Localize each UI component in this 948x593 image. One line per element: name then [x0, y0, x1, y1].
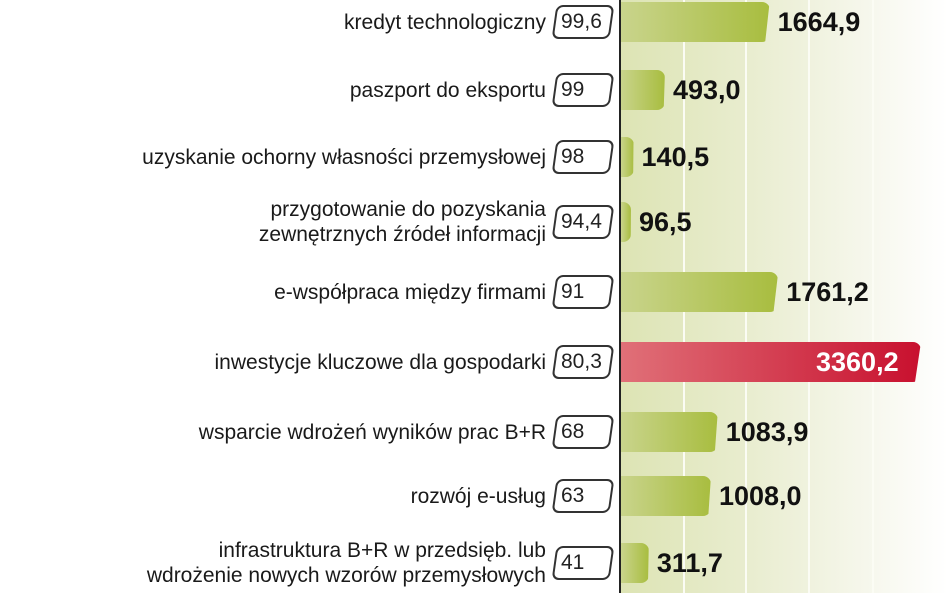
- percent-box: 91: [551, 275, 615, 309]
- percent-value: 99: [561, 78, 585, 101]
- category-label: przygotowanie do pozyskania zewnętrznych …: [259, 197, 546, 247]
- category-label-line: uzyskanie ochorny własności przemysłowej: [142, 145, 546, 169]
- percent-value: 63: [561, 484, 585, 507]
- category-label-line: przygotowanie do pozyskania: [270, 198, 546, 221]
- bar: [621, 272, 779, 312]
- bar-value-label: 1083,9: [725, 417, 809, 447]
- category-label: kredyt technologiczny: [344, 10, 546, 35]
- bar: [621, 412, 718, 452]
- bar-value-label: 1008,0: [718, 481, 802, 511]
- category-label: uzyskanie ochorny własności przemysłowej: [142, 145, 546, 170]
- category-label-line: wsparcie wdrożeń wyników prac B+R: [198, 420, 546, 444]
- category-label-line: wdrożenie nowych wzorów przemysłowych: [146, 564, 546, 587]
- percent-value: 94,4: [561, 210, 602, 233]
- percent-value: 41: [561, 551, 585, 574]
- percent-box: 99: [551, 73, 615, 107]
- category-label: wsparcie wdrożeń wyników prac B+R: [199, 420, 546, 445]
- percent-box: 63: [551, 479, 615, 513]
- bar-value-label: 493,0: [673, 75, 741, 105]
- category-label: paszport do eksportu: [350, 78, 546, 103]
- category-label-line: kredyt technologiczny: [344, 10, 546, 34]
- category-label: infrastruktura B+R w przedsięb. lub wdroż…: [147, 538, 546, 588]
- percent-box: 98: [551, 140, 615, 174]
- bar: [621, 202, 631, 242]
- percent-box: 41: [551, 546, 615, 580]
- percent-box: 68: [551, 415, 615, 449]
- bar-value-label: 140,5: [641, 142, 710, 172]
- percent-box: 99,6: [551, 5, 615, 39]
- bar-value-label: 3360,2: [816, 347, 899, 377]
- gridline: [872, 0, 874, 593]
- percent-value: 68: [561, 420, 585, 443]
- percent-value: 98: [561, 145, 585, 168]
- y-axis-line: [619, 0, 621, 593]
- category-label-line: e-współpraca między firmami: [274, 280, 546, 304]
- bar: [621, 342, 921, 382]
- category-label-line: rozwój e-usług: [410, 484, 546, 508]
- bar-value-label: 1664,9: [777, 7, 861, 37]
- category-label-line: infrastruktura B+R w przedsięb. lub: [218, 539, 546, 562]
- bar-value-label: 96,5: [639, 207, 692, 237]
- percent-value: 99,6: [561, 10, 602, 33]
- gridline: [808, 0, 810, 593]
- percent-box: 80,3: [551, 345, 615, 379]
- category-label: inwestycje kluczowe dla gospodarki: [215, 350, 547, 375]
- bar: [621, 543, 649, 583]
- bar: [621, 2, 770, 42]
- bar: [621, 476, 711, 516]
- percent-value: 91: [561, 280, 585, 303]
- category-label: rozwój e-usług: [411, 484, 546, 509]
- percent-box: 94,4: [551, 205, 615, 239]
- category-label-line: zewnętrznych źródeł informacji: [258, 223, 546, 246]
- bar-value-label: 311,7: [656, 548, 723, 578]
- bar-value-label: 1761,2: [786, 277, 869, 307]
- category-label-line: paszport do eksportu: [349, 78, 546, 102]
- category-label: e-współpraca między firmami: [274, 280, 546, 305]
- category-label-line: inwestycje kluczowe dla gospodarki: [214, 350, 547, 374]
- bar: [621, 137, 634, 177]
- bar: [621, 70, 665, 110]
- percent-value: 80,3: [561, 350, 602, 373]
